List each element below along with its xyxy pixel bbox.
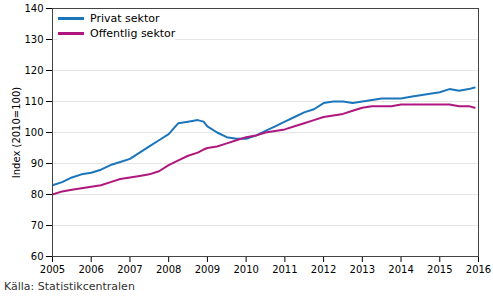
svg-text:2008: 2008 [156,264,181,275]
svg-text:2005: 2005 [40,264,65,275]
html-text:Privat sektor: Privat sektor [90,12,160,25]
svg-text:2015: 2015 [427,264,452,275]
svg-text:70: 70 [31,220,44,231]
svg-text:140: 140 [24,3,43,14]
svg-text:2009: 2009 [195,264,220,275]
svg-text:2007: 2007 [117,264,142,275]
svg-text:130: 130 [24,34,43,45]
svg-text:2014: 2014 [388,264,413,275]
html-text:Källa: Statistikcentralen: Källa: Statistikcentralen [4,280,135,293]
svg-text:2010: 2010 [233,264,258,275]
svg-text:2013: 2013 [350,264,375,275]
svg-text:2012: 2012 [311,264,336,275]
svg-text:80: 80 [31,189,44,200]
svg-text:90: 90 [31,158,44,169]
svg-text:100: 100 [24,127,43,138]
svg-text:Index (2010=100): Index (2010=100) [11,87,22,179]
svg-text:2006: 2006 [79,264,104,275]
svg-text:110: 110 [24,96,43,107]
html-text:Offentlig sektor: Offentlig sektor [90,27,176,40]
svg-text:120: 120 [24,65,43,76]
svg-text:2011: 2011 [272,264,297,275]
svg-text:60: 60 [31,251,44,262]
svg-text:2016: 2016 [466,264,491,275]
